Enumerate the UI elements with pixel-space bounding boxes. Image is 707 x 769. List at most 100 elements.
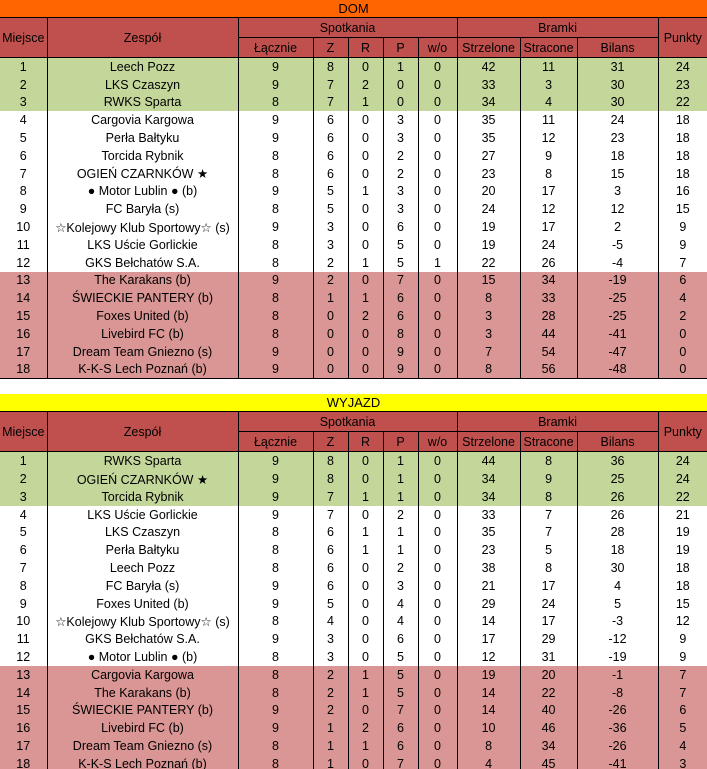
col-header-walkover: w/o bbox=[417, 431, 458, 453]
table-row: 6 Torcida Rybnik 8 6 0 2 0 27 9 18 18 bbox=[0, 146, 707, 165]
draws-cell: 1 bbox=[347, 93, 384, 112]
conceded-cell: 17 bbox=[519, 576, 578, 595]
place-cell: 5 bbox=[0, 129, 48, 147]
balance-cell: -3 bbox=[576, 612, 659, 631]
team-cell: ŚWIECKIE PANTERY (b) bbox=[46, 701, 239, 720]
total-cell: 8 bbox=[237, 683, 314, 702]
walkover-cell: 0 bbox=[417, 737, 458, 755]
draws-cell: 1 bbox=[347, 182, 384, 201]
team-cell: RWKS Sparta bbox=[46, 451, 239, 471]
conceded-cell: 8 bbox=[519, 164, 578, 183]
col-header-total: Łącznie bbox=[238, 37, 314, 58]
total-cell: 8 bbox=[237, 754, 314, 769]
balance-cell: 28 bbox=[576, 523, 659, 542]
conceded-cell: 8 bbox=[519, 451, 578, 471]
col-header-draws: R bbox=[347, 431, 384, 453]
walkover-cell: 0 bbox=[417, 576, 458, 595]
wins-cell: 6 bbox=[312, 576, 349, 595]
balance-cell: -5 bbox=[576, 235, 659, 254]
wins-cell: 6 bbox=[312, 146, 349, 165]
scored-cell: 7 bbox=[456, 342, 521, 361]
table-row: 14 ŚWIECKIE PANTERY (b) 8 1 1 6 0 8 33 -25 4 bbox=[0, 289, 707, 308]
total-cell: 9 bbox=[237, 182, 314, 201]
losses-cell: 9 bbox=[382, 360, 419, 380]
col-header-team: Zespół bbox=[46, 411, 239, 453]
losses-cell: 6 bbox=[382, 719, 419, 738]
draws-cell: 0 bbox=[347, 200, 384, 219]
draws-cell: 0 bbox=[347, 342, 384, 361]
dom-table-title: DOM bbox=[0, 0, 707, 17]
losses-cell: 1 bbox=[382, 470, 419, 488]
wins-cell: 0 bbox=[312, 324, 349, 343]
conceded-cell: 56 bbox=[519, 360, 578, 380]
table-row: 10 ☆Kolejowy Klub Sportowy☆ (s) 8 4 0 4 0 14 17-… bbox=[0, 612, 707, 631]
balance-cell: 5 bbox=[576, 594, 659, 613]
place-cell: 11 bbox=[0, 630, 48, 649]
losses-cell: 2 bbox=[382, 505, 419, 524]
place-cell: 13 bbox=[0, 271, 48, 290]
points-cell: 24 bbox=[657, 451, 707, 471]
scored-cell: 34 bbox=[456, 487, 521, 506]
total-cell: 9 bbox=[237, 451, 314, 471]
table-row: 8 ● Motor Lublin ● (b) 9 5 1 3 0 20 17 3 16 bbox=[0, 182, 707, 201]
losses-cell: 1 bbox=[382, 541, 419, 560]
scored-cell: 35 bbox=[456, 111, 521, 130]
conceded-cell: 28 bbox=[519, 307, 578, 325]
wins-cell: 6 bbox=[312, 164, 349, 183]
total-cell: 9 bbox=[237, 111, 314, 130]
col-header-wins: Z bbox=[312, 37, 349, 58]
col-header-goals-group: Bramki bbox=[456, 411, 659, 433]
conceded-cell: 44 bbox=[519, 324, 578, 343]
points-cell: 18 bbox=[657, 164, 707, 183]
table-row: 17 Dream Team Gniezno (s) 9 0 0 9 0 7 54 -47 0 bbox=[0, 342, 707, 361]
team-cell: FC Baryła (s) bbox=[46, 200, 239, 219]
points-cell: 9 bbox=[657, 235, 707, 254]
losses-cell: 6 bbox=[382, 307, 419, 325]
team-cell: ● Motor Lublin ● (b) bbox=[46, 182, 239, 201]
points-cell: 9 bbox=[657, 630, 707, 649]
table-row: 13 The Karakans (b) 9 2 0 7 0 15 34 -19 6 bbox=[0, 271, 707, 290]
balance-cell: -41 bbox=[576, 754, 659, 769]
points-cell: 18 bbox=[657, 559, 707, 577]
conceded-cell: 3 bbox=[519, 75, 578, 94]
losses-cell: 8 bbox=[382, 324, 419, 343]
balance-cell: 25 bbox=[576, 470, 659, 488]
total-cell: 9 bbox=[237, 470, 314, 488]
team-cell: Cargovia Kargowa bbox=[46, 111, 239, 130]
walkover-cell: 0 bbox=[417, 146, 458, 165]
conceded-cell: 34 bbox=[519, 737, 578, 755]
walkover-cell: 0 bbox=[417, 342, 458, 361]
col-header-matches-group: Spotkania bbox=[237, 17, 458, 38]
table-row: 17 Dream Team Gniezno (s) 8 1 1 6 0 8 34 -26 4 bbox=[0, 737, 707, 755]
conceded-cell: 11 bbox=[519, 111, 578, 130]
conceded-cell: 12 bbox=[519, 200, 578, 219]
walkover-cell: 0 bbox=[417, 111, 458, 130]
place-cell: 12 bbox=[0, 253, 48, 272]
points-cell: 4 bbox=[657, 737, 707, 755]
conceded-cell: 31 bbox=[519, 648, 578, 666]
team-cell: Perła Bałtyku bbox=[46, 129, 239, 147]
draws-cell: 0 bbox=[347, 129, 384, 147]
table-row: 3 RWKS Sparta 8 7 1 0 0 34 4 30 22 bbox=[0, 93, 707, 112]
draws-cell: 2 bbox=[347, 307, 384, 325]
points-cell: 18 bbox=[657, 146, 707, 165]
total-cell: 8 bbox=[237, 737, 314, 755]
balance-cell: 23 bbox=[576, 129, 659, 147]
wins-cell: 7 bbox=[312, 93, 349, 112]
table-row: 4 LKS Uście Gorlickie 9 7 0 2 0 33 7 26 21 bbox=[0, 505, 707, 524]
draws-cell: 0 bbox=[347, 470, 384, 488]
balance-cell: -4 bbox=[576, 253, 659, 272]
conceded-cell: 4 bbox=[519, 93, 578, 112]
place-cell: 5 bbox=[0, 523, 48, 542]
col-header-place: Miejsce bbox=[0, 17, 48, 58]
losses-cell: 1 bbox=[382, 487, 419, 506]
points-cell: 6 bbox=[657, 701, 707, 720]
place-cell: 4 bbox=[0, 111, 48, 130]
team-cell: Livebird FC (b) bbox=[46, 719, 239, 738]
total-cell: 8 bbox=[237, 93, 314, 112]
total-cell: 9 bbox=[237, 57, 314, 76]
table-row: 12 GKS Bełchatów S.A. 8 2 1 5 1 22 26 -4 7 bbox=[0, 253, 707, 272]
team-cell: Dream Team Gniezno (s) bbox=[46, 737, 239, 755]
col-header-losses: P bbox=[382, 37, 419, 58]
draws-cell: 1 bbox=[347, 737, 384, 755]
